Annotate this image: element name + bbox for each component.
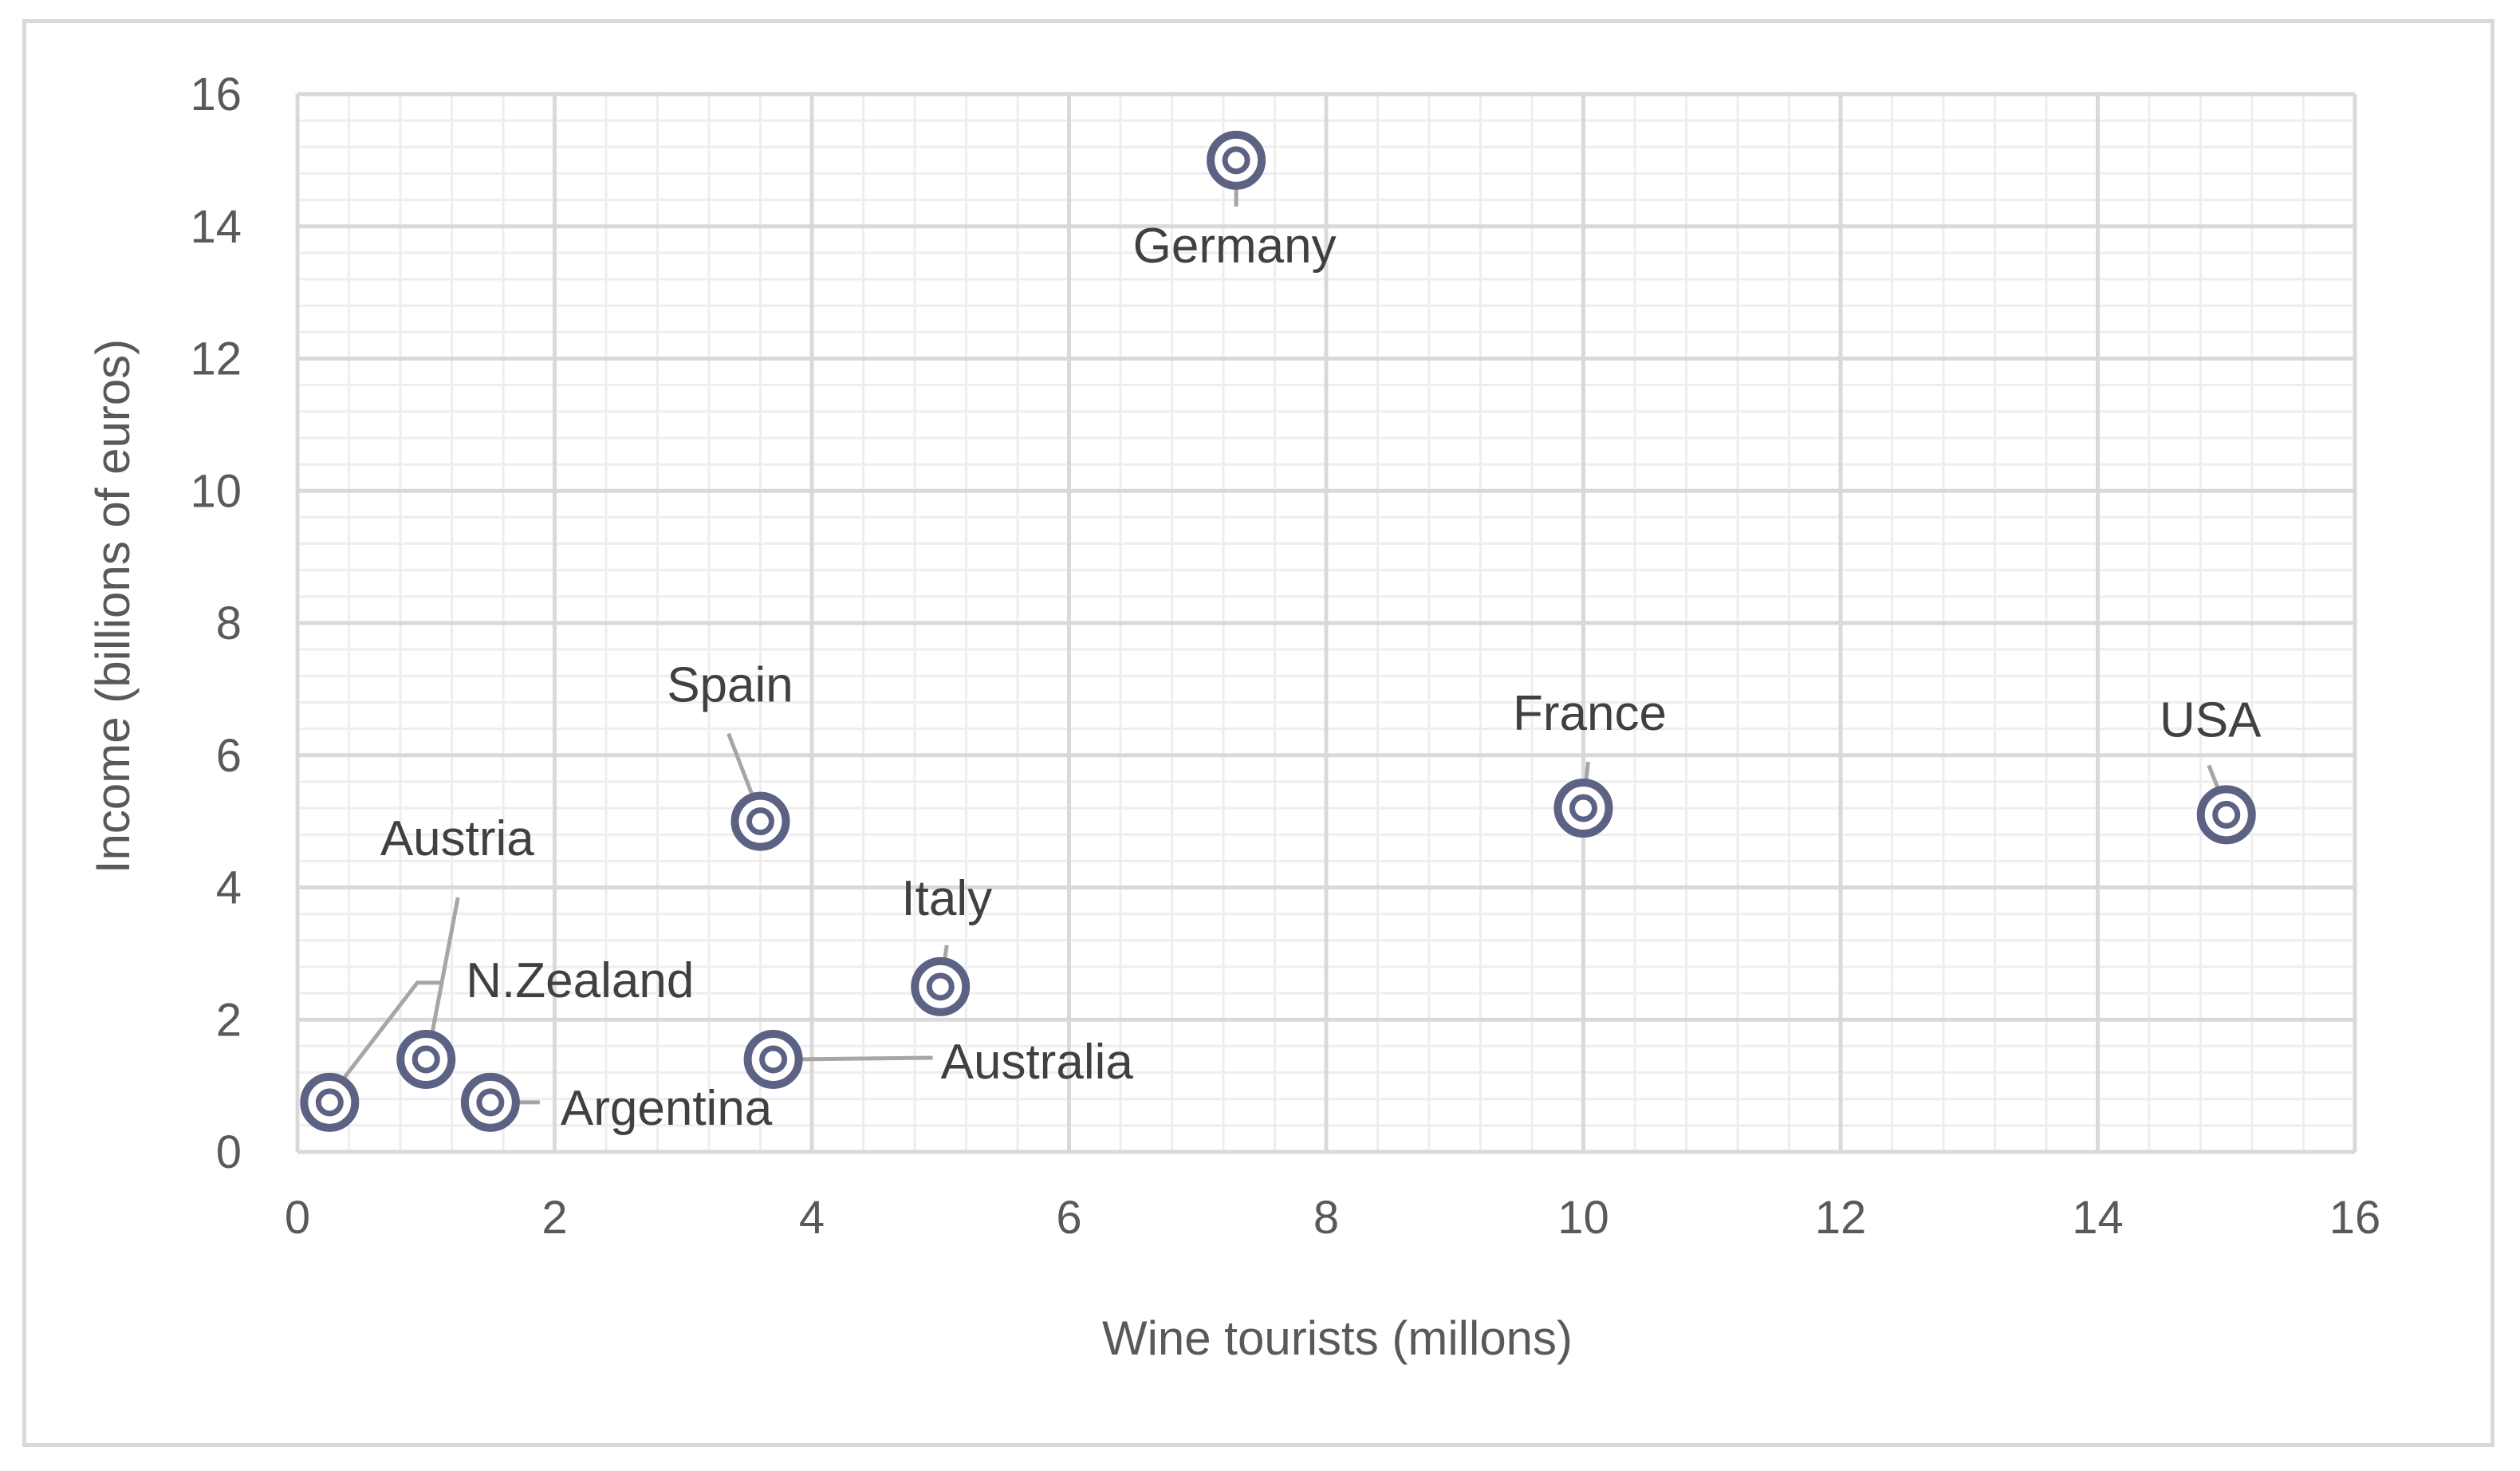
data-point-australia — [743, 1029, 803, 1089]
point-label-spain: Spain — [667, 658, 793, 713]
y-tick-labels: 0 2 4 6 8 10 12 14 16 — [190, 69, 242, 1178]
point-inner-ring — [1569, 794, 1597, 822]
data-point-germany — [1207, 130, 1266, 190]
x-tick-label: 10 — [1557, 1192, 1609, 1244]
x-tick-label: 16 — [2329, 1192, 2381, 1244]
y-tick-label: 8 — [216, 597, 242, 649]
leader-line-australia — [792, 1055, 933, 1062]
x-tick-labels: 0 2 4 6 8 10 12 14 16 — [285, 1192, 2380, 1244]
x-axis-title: Wine tourists (millons) — [1102, 1311, 1573, 1365]
leader-line-austria — [336, 980, 442, 1088]
point-inner-ring — [315, 1088, 344, 1117]
point-label-australia: Australia — [941, 1035, 1134, 1090]
x-tick-label: 14 — [2072, 1192, 2124, 1244]
point-label-germany: Germany — [1133, 219, 1337, 274]
leader-lines — [336, 177, 2224, 1105]
leader-line-spain — [726, 732, 758, 805]
data-points — [300, 130, 2256, 1132]
point-inner-ring — [1222, 146, 1250, 175]
leader-line-n-zealand — [428, 897, 460, 1041]
point-inner-ring — [759, 1045, 788, 1074]
data-point-spain — [730, 791, 790, 851]
data-point-austria — [300, 1072, 360, 1132]
point-labels: Germany Spain France USA Italy Australia N.Zea… — [380, 219, 2262, 1136]
data-point-italy — [911, 956, 971, 1016]
point-label-italy: Italy — [901, 871, 992, 926]
y-tick-label: 16 — [190, 69, 242, 120]
x-tick-label: 6 — [1056, 1192, 1081, 1244]
point-label-austria: Austria — [380, 811, 534, 866]
point-inner-ring — [411, 1045, 440, 1074]
data-point-usa — [2196, 785, 2256, 845]
chart-frame — [22, 19, 2494, 1447]
x-tick-label: 12 — [1815, 1192, 1867, 1244]
y-axis-title: Income (billions of euros) — [86, 339, 140, 874]
grid — [295, 92, 2357, 1154]
y-tick-label: 0 — [216, 1126, 242, 1178]
point-inner-ring — [746, 807, 774, 836]
point-inner-ring — [476, 1088, 505, 1117]
point-label-france: France — [1513, 686, 1667, 741]
y-tick-label: 4 — [216, 862, 242, 914]
y-tick-label: 6 — [216, 730, 242, 782]
y-tick-label: 14 — [190, 201, 242, 253]
data-point-n-zealand — [396, 1029, 456, 1089]
y-tick-label: 2 — [216, 994, 242, 1046]
point-inner-ring — [2212, 800, 2241, 829]
point-label-n-zealand: N.Zealand — [466, 953, 694, 1008]
x-tick-label: 0 — [285, 1192, 310, 1244]
point-label-argentina: Argentina — [561, 1081, 773, 1136]
x-tick-label: 4 — [799, 1192, 825, 1244]
data-point-france — [1553, 779, 1613, 838]
y-tick-label: 12 — [190, 333, 242, 385]
y-tick-label: 10 — [190, 465, 242, 517]
point-label-usa: USA — [2160, 692, 2262, 747]
point-inner-ring — [926, 972, 955, 1001]
x-tick-label: 8 — [1313, 1192, 1339, 1244]
data-point-argentina — [460, 1072, 520, 1132]
x-tick-label: 2 — [541, 1192, 567, 1244]
